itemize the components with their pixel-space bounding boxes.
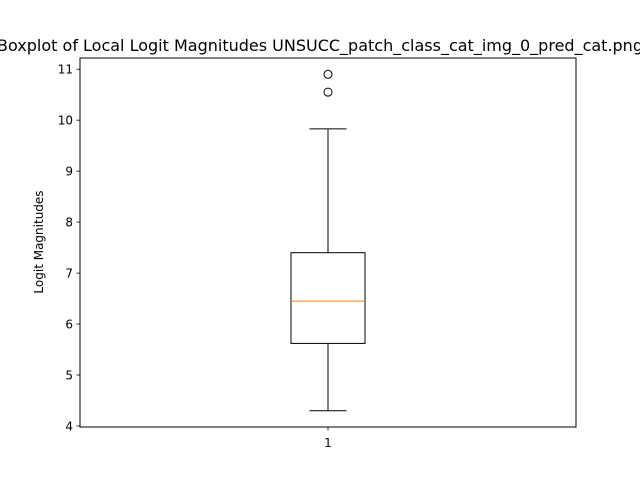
- x-axis-ticks: 1: [324, 427, 332, 450]
- chart-title: Boxplot of Local Logit Magnitudes UNSUCC…: [0, 36, 640, 56]
- plot-area: [290, 69, 366, 412]
- y-axis-ticks: 4 5 6 7 8 9 10 11: [58, 63, 80, 433]
- y-tick-label: 6: [65, 318, 73, 332]
- y-tick-label: 9: [65, 165, 73, 179]
- y-axis-label: Logit Magnitudes: [32, 190, 46, 293]
- y-tick-label: 5: [65, 369, 73, 383]
- iqr-box: [290, 252, 366, 344]
- y-tick-label: 7: [65, 267, 73, 281]
- y-tick-label: 8: [65, 216, 73, 230]
- y-tick-label: 10: [58, 114, 73, 128]
- x-tick-label: 1: [324, 436, 332, 450]
- y-tick-label: 11: [58, 63, 73, 77]
- outlier-point: [323, 69, 333, 79]
- y-tick-label: 4: [65, 419, 73, 433]
- outlier-point: [323, 87, 333, 97]
